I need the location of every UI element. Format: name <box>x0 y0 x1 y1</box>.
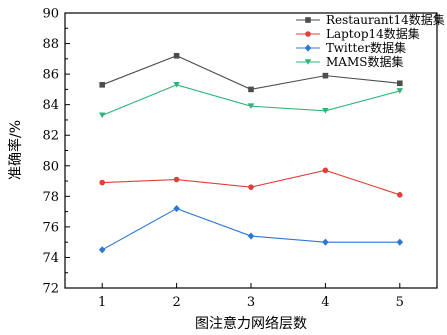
x-tick-label: 3 <box>247 295 255 310</box>
y-tick-label: 82 <box>42 129 59 144</box>
x-tick-label: 1 <box>98 295 106 310</box>
series-line <box>101 207 400 251</box>
data-point <box>305 17 311 23</box>
legend-label: Twitter数据集 <box>326 40 406 55</box>
legend: Restaurant14数据集Laptop14数据集Twitter数据集MAMS… <box>296 12 445 69</box>
series-4 <box>98 82 404 119</box>
data-point <box>322 238 329 246</box>
legend-label: Laptop14数据集 <box>326 26 420 41</box>
x-tick-label: 2 <box>172 295 180 310</box>
series-2 <box>99 167 403 198</box>
x-tick-label: 5 <box>396 295 404 310</box>
y-tick-label: 84 <box>42 98 59 113</box>
y-tick-label: 80 <box>42 159 59 174</box>
series-group <box>98 52 404 254</box>
y-tick-label: 88 <box>42 37 59 52</box>
y-tick-label: 86 <box>42 68 59 83</box>
data-point <box>305 31 311 37</box>
data-point <box>397 80 403 87</box>
data-point <box>98 112 106 119</box>
series-line <box>102 169 400 196</box>
y-tick-label: 78 <box>42 190 59 205</box>
data-point <box>304 44 312 52</box>
data-point <box>173 52 180 59</box>
data-point <box>247 232 255 240</box>
data-point <box>98 246 106 254</box>
y-axis-label: 准确率/% <box>7 120 24 180</box>
data-point <box>397 192 403 198</box>
data-point <box>173 176 180 183</box>
data-point <box>396 88 404 94</box>
legend-item: Restaurant14数据集 <box>296 12 445 27</box>
x-tick-label: 4 <box>321 295 329 310</box>
data-point <box>173 204 180 213</box>
legend-item: MAMS数据集 <box>296 54 403 69</box>
data-point <box>322 107 329 114</box>
legend-label: Restaurant14数据集 <box>326 12 445 27</box>
data-point <box>173 82 180 88</box>
legend-item: Laptop14数据集 <box>296 26 420 41</box>
data-point <box>396 238 404 246</box>
series-1 <box>99 52 403 93</box>
y-tick-label: 76 <box>42 220 59 235</box>
data-point <box>248 184 254 190</box>
series-3 <box>98 204 404 254</box>
y-tick-label: 72 <box>42 282 59 297</box>
data-point <box>322 167 329 174</box>
x-axis-label: 图注意力网络层数 <box>195 315 307 332</box>
data-point <box>99 179 105 186</box>
data-point <box>304 59 312 65</box>
axis-ticks: 72 74 76 78 80 82 84 86 88 90 1 2 3 4 5 <box>42 7 403 311</box>
legend-item: Twitter数据集 <box>296 40 406 55</box>
y-tick-label: 90 <box>42 7 59 22</box>
y-tick-label: 74 <box>42 251 59 266</box>
data-point <box>248 86 254 93</box>
data-point <box>99 82 105 88</box>
legend-label: MAMS数据集 <box>326 54 403 69</box>
data-point <box>247 103 255 109</box>
data-point <box>322 72 329 79</box>
